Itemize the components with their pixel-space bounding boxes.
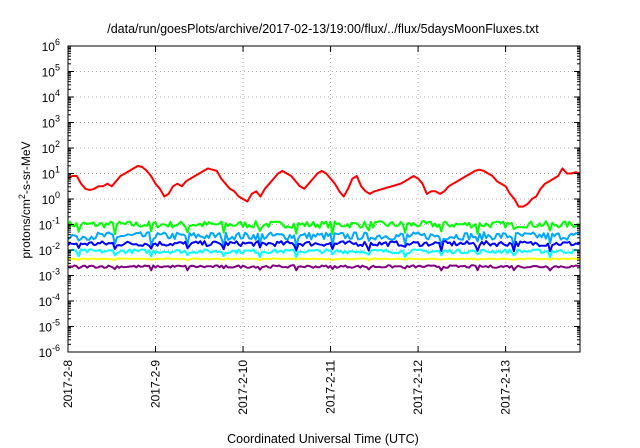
chart-title: /data/run/goesPlots/archive/2017-02-13/1…	[107, 22, 539, 36]
y-tick-labels: 10-6 10-5 10-4 10-3 10-2 10-1 100 101 102 103 104 1…	[39, 37, 60, 360]
x-tick-label: 2017-2-13	[499, 360, 513, 415]
y-tick-label: 10-3	[39, 267, 60, 284]
y-tick-label: 10-4	[39, 292, 60, 309]
x-axis-label: Coordinated Universal Time (UTC)	[227, 432, 419, 446]
series-line-6	[67, 257, 581, 262]
y-tick-label: 105	[42, 63, 60, 80]
x-tick-label: 2017-2-12	[411, 360, 425, 415]
y-tick-label: 10-6	[39, 343, 60, 360]
grid	[68, 46, 580, 352]
series-line-3	[67, 231, 581, 248]
x-tick-label: 2017-2-9	[149, 360, 163, 408]
x-tick-label: 2017-2-8	[61, 360, 75, 408]
series-line-2	[67, 220, 581, 236]
series-line-7	[67, 264, 581, 272]
y-tick-label: 10-1	[39, 216, 60, 233]
y-tick-label: 100	[42, 190, 60, 207]
y-tick-label: 106	[42, 37, 60, 54]
series-line-1	[67, 164, 581, 208]
x-tick-label: 2017-2-11	[324, 360, 338, 414]
series-line-5	[67, 248, 581, 259]
y-tick-label: 10-5	[39, 318, 60, 335]
y-tick-label: 101	[42, 165, 60, 182]
y-tick-label: 103	[42, 114, 60, 131]
x-tick-labels: 2017-2-8 2017-2-9 2017-2-10 2017-2-11 2017-2…	[61, 360, 513, 415]
series-line-4	[67, 240, 581, 253]
data-series	[67, 164, 581, 272]
y-tick-label: 104	[42, 88, 60, 105]
axis-ticks	[67, 45, 580, 353]
y-tick-label: 102	[42, 139, 60, 156]
y-tick-label: 10-2	[39, 241, 60, 258]
y-axis-label: protons/cm2-s-sr-MeV	[17, 141, 33, 258]
x-tick-label: 2017-2-10	[236, 360, 250, 415]
